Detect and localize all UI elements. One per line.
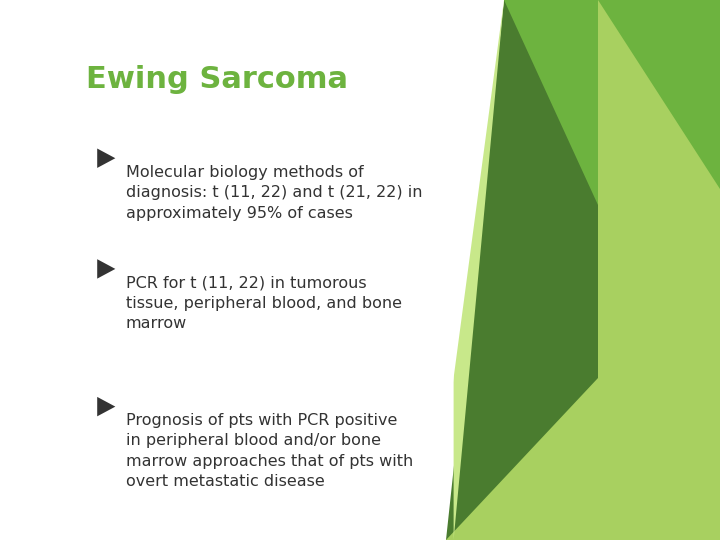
Polygon shape bbox=[446, 378, 598, 540]
Polygon shape bbox=[97, 397, 115, 416]
Polygon shape bbox=[97, 259, 115, 279]
Polygon shape bbox=[432, 0, 504, 540]
Polygon shape bbox=[504, 0, 598, 205]
Polygon shape bbox=[598, 0, 720, 540]
Polygon shape bbox=[454, 0, 504, 540]
Text: Prognosis of pts with PCR positive
in peripheral blood and/or bone
marrow approa: Prognosis of pts with PCR positive in pe… bbox=[126, 413, 413, 489]
Text: PCR for t (11, 22) in tumorous
tissue, peripheral blood, and bone
marrow: PCR for t (11, 22) in tumorous tissue, p… bbox=[126, 275, 402, 331]
Polygon shape bbox=[97, 148, 115, 168]
Text: Molecular biology methods of
diagnosis: t (11, 22) and t (21, 22) in
approximate: Molecular biology methods of diagnosis: … bbox=[126, 165, 423, 220]
Polygon shape bbox=[598, 0, 720, 189]
Text: Ewing Sarcoma: Ewing Sarcoma bbox=[86, 65, 348, 94]
Polygon shape bbox=[446, 0, 598, 540]
